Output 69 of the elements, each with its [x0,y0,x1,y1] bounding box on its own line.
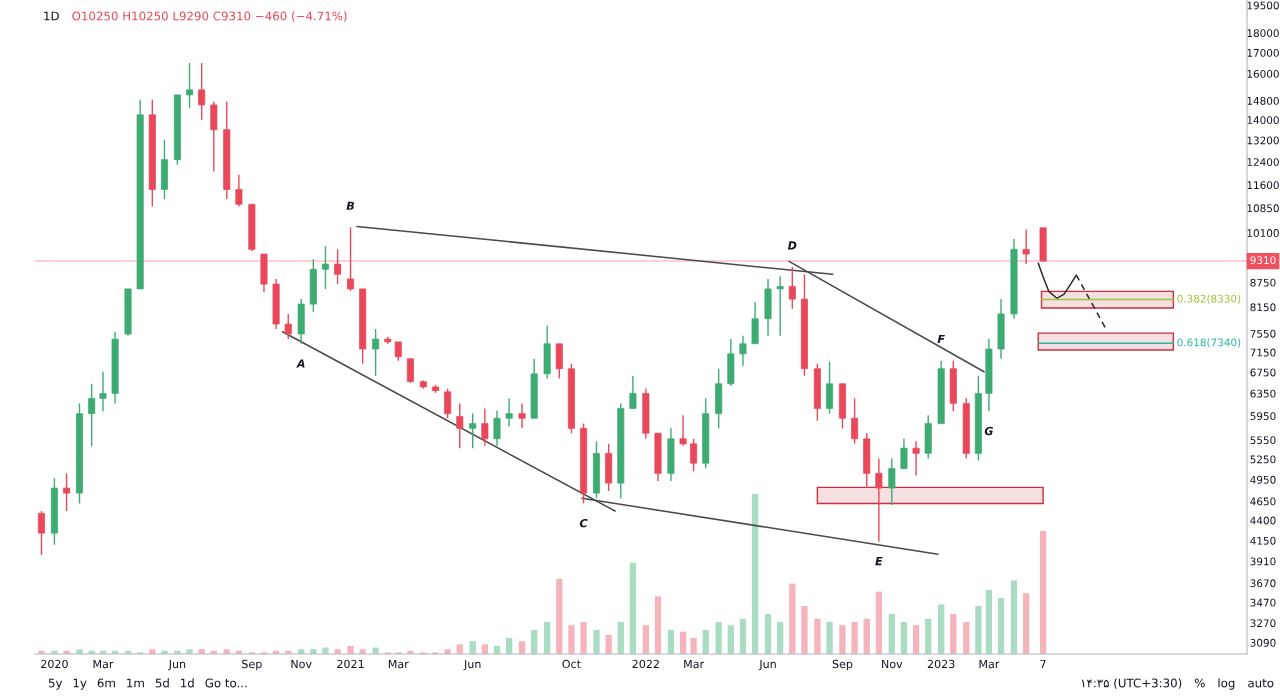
y-tick-label: 3470 [1250,598,1276,607]
x-tick-label: Mar [684,659,705,669]
y-tick-label: 10850 [1247,204,1279,213]
x-tick-label: 2020 [41,659,68,669]
text: log [1218,678,1235,690]
text: 5d [155,678,169,688]
series-label: 0.618(7340) [1177,338,1241,348]
annotation: C [579,518,588,528]
y-tick-label: 17000 [1247,48,1279,57]
text: 1D [44,11,59,21]
y-tick-label: 18000 [1247,29,1279,38]
x-tick-label: Mar [93,659,114,669]
y-tick-label: 3910 [1250,557,1276,566]
ref-line-label: 9310 [1250,256,1276,265]
y-tick-label: 3670 [1250,579,1276,588]
y-tick-label: 5250 [1250,455,1276,464]
annotation: B [346,201,355,210]
y-tick-label: 10100 [1247,229,1279,237]
x-tick-label: Oct [562,659,581,669]
y-tick-label: 16000 [1247,69,1279,78]
text: auto [1248,678,1274,688]
y-tick-label: 14000 [1247,116,1279,125]
text: 1m [127,678,144,688]
y-tick-label: 12400 [1247,158,1279,167]
y-tick-label: 4650 [1250,497,1276,506]
y-tick-label: 7550 [1250,329,1276,338]
annotation: A [296,359,305,368]
y-tick-label: 4150 [1250,536,1276,545]
annotation: G [984,426,993,436]
y-tick-label: 4950 [1250,475,1276,484]
x-tick-label: 7 [1040,659,1046,668]
y-tick-label: 3270 [1250,619,1276,628]
x-tick-label: Jun [463,659,481,671]
y-tick-label: 11600 [1247,181,1279,190]
text: 1y [73,678,87,690]
annotation: F [937,335,945,344]
text: O10250 H10250 L9290 C9310 −460 (−4.71%) [72,11,347,22]
y-tick-label: 14800 [1247,96,1279,105]
x-tick-label: 2023 [927,659,955,669]
x-tick-label: Jun [168,659,186,671]
annotation: D [787,241,797,250]
series-label: 0.382(8330) [1177,294,1241,304]
x-tick-label: Mar [979,659,1000,669]
x-tick-label: 2021 [337,659,364,669]
text: 5y [48,678,63,690]
y-tick-label: 13200 [1247,136,1279,145]
text: Go to... [205,678,247,688]
y-tick-label: 6350 [1250,389,1276,398]
annotation: E [875,557,883,566]
y-tick-label: 7150 [1250,348,1276,357]
x-tick-label: Mar [388,659,409,669]
text: ۱۴:۳۵ (UTC+3:30) [1081,678,1182,689]
y-tick-label: 5950 [1250,412,1276,421]
x-tick-label: 2022 [632,659,659,669]
x-tick-label: Sep [832,659,853,671]
y-tick-label: 19500 [1247,1,1279,10]
x-tick-label: Jun [758,659,776,671]
y-tick-label: 8750 [1250,278,1276,287]
text: 1d [181,678,194,688]
y-tick-label: 3090 [1250,638,1276,647]
y-tick-label: 4400 [1250,516,1276,525]
y-tick-label: 6750 [1250,368,1276,377]
y-tick-label: 8150 [1250,303,1276,312]
x-tick-label: Sep [242,659,262,671]
x-tick-label: Nov [882,659,903,669]
x-tick-label: Nov [291,659,312,669]
text: 6m [97,678,115,688]
y-tick-label: 5550 [1250,436,1276,445]
text: % [1194,678,1205,688]
